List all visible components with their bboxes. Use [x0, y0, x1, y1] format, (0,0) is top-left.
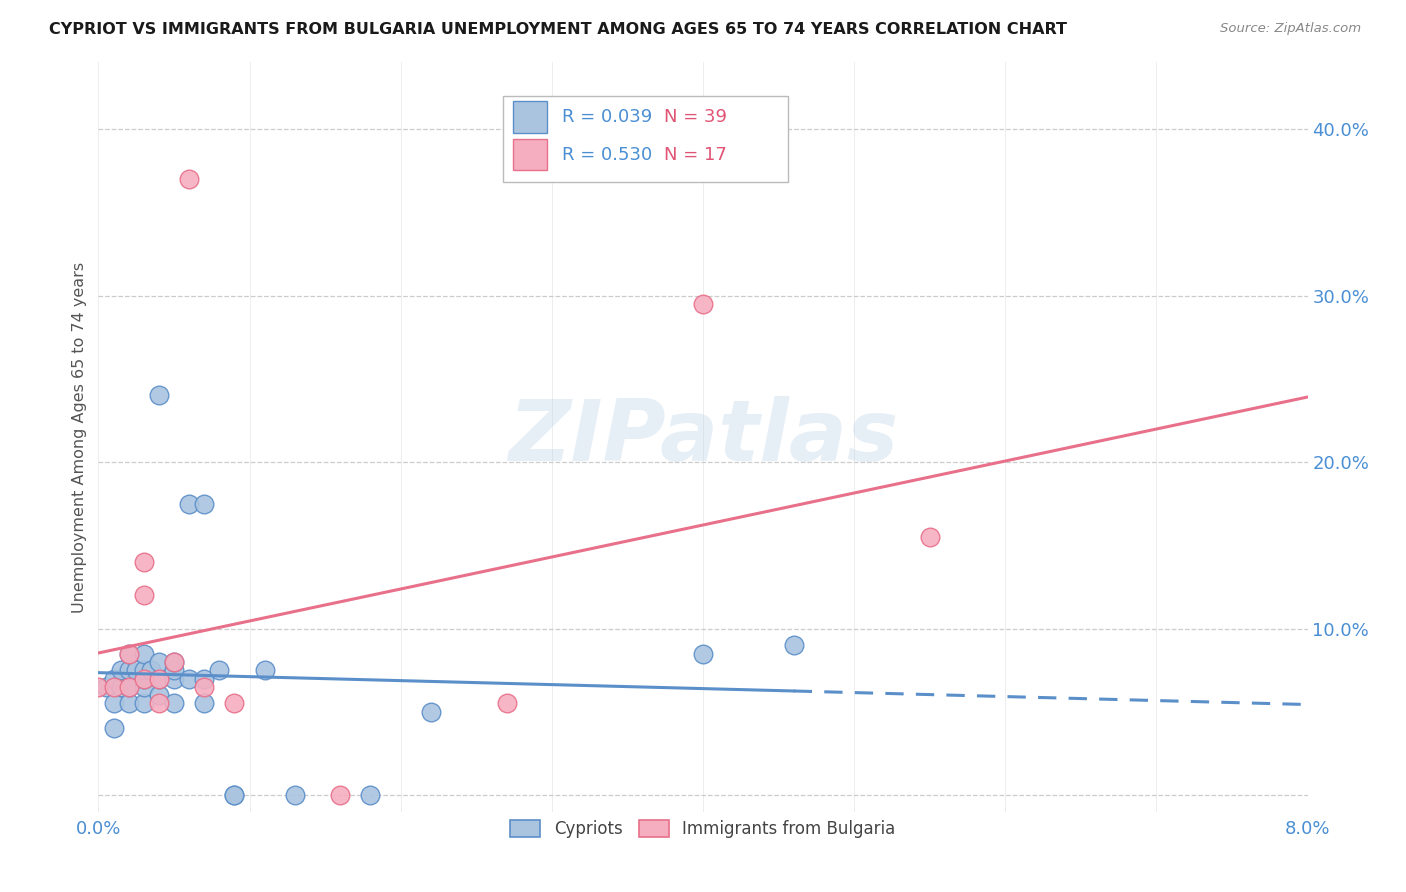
- Point: [193, 497, 215, 511]
- Point: [692, 297, 714, 311]
- Point: [103, 672, 125, 686]
- Point: [360, 788, 382, 802]
- Point: [495, 697, 517, 711]
- Point: [224, 697, 246, 711]
- Point: [692, 647, 714, 661]
- Point: [118, 663, 141, 677]
- Point: [148, 655, 170, 669]
- FancyBboxPatch shape: [503, 96, 787, 182]
- Point: [179, 497, 201, 511]
- Point: [163, 663, 186, 677]
- Text: ZIPatlas: ZIPatlas: [508, 395, 898, 479]
- Point: [783, 638, 806, 652]
- Point: [132, 680, 155, 694]
- Text: N = 17: N = 17: [664, 145, 727, 163]
- Point: [193, 680, 215, 694]
- Point: [132, 588, 155, 602]
- Point: [132, 555, 155, 569]
- Point: [118, 647, 141, 661]
- Point: [163, 655, 186, 669]
- Point: [94, 680, 117, 694]
- Point: [918, 530, 941, 544]
- Point: [148, 688, 170, 702]
- Legend: Cypriots, Immigrants from Bulgaria: Cypriots, Immigrants from Bulgaria: [503, 814, 903, 845]
- Text: Source: ZipAtlas.com: Source: ZipAtlas.com: [1220, 22, 1361, 36]
- Point: [132, 672, 155, 686]
- Point: [224, 788, 246, 802]
- Point: [224, 788, 246, 802]
- Text: N = 39: N = 39: [664, 108, 727, 126]
- Point: [329, 788, 352, 802]
- Point: [148, 672, 170, 686]
- Point: [118, 680, 141, 694]
- Point: [125, 663, 148, 677]
- Point: [193, 697, 215, 711]
- Point: [148, 388, 170, 402]
- Point: [179, 172, 201, 186]
- Bar: [513, 102, 547, 133]
- Point: [103, 697, 125, 711]
- Point: [163, 655, 186, 669]
- Point: [179, 672, 201, 686]
- Y-axis label: Unemployment Among Ages 65 to 74 years: Unemployment Among Ages 65 to 74 years: [72, 261, 87, 613]
- Point: [132, 672, 155, 686]
- Text: R = 0.039: R = 0.039: [561, 108, 652, 126]
- Point: [110, 663, 132, 677]
- Point: [163, 672, 186, 686]
- Point: [118, 697, 141, 711]
- Point: [193, 672, 215, 686]
- Point: [132, 663, 155, 677]
- Point: [253, 663, 276, 677]
- Point: [284, 788, 307, 802]
- Point: [103, 680, 125, 694]
- Point: [110, 680, 132, 694]
- Text: R = 0.530: R = 0.530: [561, 145, 652, 163]
- Point: [420, 705, 443, 719]
- Point: [132, 697, 155, 711]
- Point: [118, 680, 141, 694]
- Point: [141, 663, 163, 677]
- Point: [208, 663, 231, 677]
- Point: [103, 722, 125, 736]
- Point: [163, 697, 186, 711]
- Point: [148, 672, 170, 686]
- Point: [87, 680, 110, 694]
- Bar: [513, 139, 547, 170]
- Point: [118, 647, 141, 661]
- Point: [132, 647, 155, 661]
- Text: CYPRIOT VS IMMIGRANTS FROM BULGARIA UNEMPLOYMENT AMONG AGES 65 TO 74 YEARS CORRE: CYPRIOT VS IMMIGRANTS FROM BULGARIA UNEM…: [49, 22, 1067, 37]
- Point: [148, 697, 170, 711]
